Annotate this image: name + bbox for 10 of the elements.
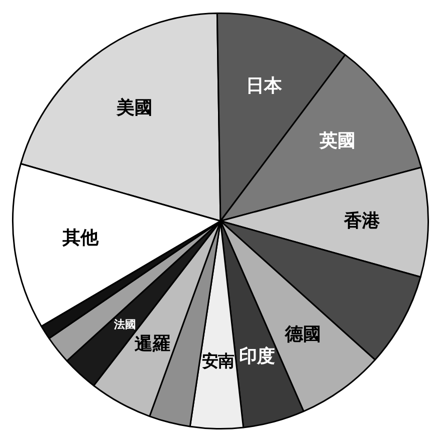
slice-label: 德國 bbox=[284, 324, 322, 346]
slice-label: 暹羅 bbox=[134, 333, 170, 354]
slice-label: 日本 bbox=[246, 75, 284, 96]
slice-label: 印度 bbox=[238, 346, 275, 368]
slice-label: 香港 bbox=[342, 210, 381, 232]
slice-label: 其他 bbox=[61, 227, 100, 248]
slice-label: 美國 bbox=[116, 98, 153, 119]
slice-label: 安南 bbox=[202, 351, 234, 370]
slice-label: 英國 bbox=[318, 130, 356, 152]
slice-label: 法國 bbox=[112, 318, 136, 331]
